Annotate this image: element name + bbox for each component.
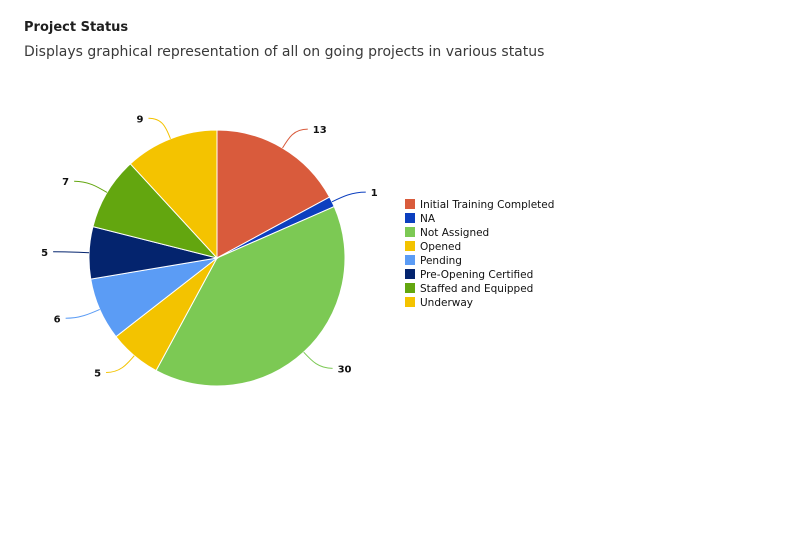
legend-label: Pending [420, 255, 462, 267]
legend-label: Staffed and Equipped [420, 283, 533, 295]
leader-line-staffed-and-equipped [74, 180, 108, 193]
legend-swatch [405, 199, 415, 209]
legend-label: Underway [420, 297, 473, 309]
legend-item-opened[interactable]: Opened [405, 241, 461, 253]
legend-swatch [405, 283, 415, 293]
legend-swatch [405, 213, 415, 223]
page-subtitle: Displays graphical representation of all… [24, 44, 545, 60]
data-label-na: 1 [371, 188, 378, 199]
legend-item-not-assigned[interactable]: Not Assigned [405, 227, 489, 239]
pie-slice-initial-training-completed[interactable] [216, 129, 331, 259]
data-label-opened: 5 [94, 368, 101, 379]
data-label-not-assigned: 30 [338, 364, 352, 375]
leader-line-initial-training-completed [282, 128, 308, 149]
legend-label: Pre-Opening Certified [420, 269, 533, 281]
legend-item-underway[interactable]: Underway [405, 297, 473, 309]
legend-label: Opened [420, 241, 461, 253]
legend-item-pre-opening-certified[interactable]: Pre-Opening Certified [405, 269, 533, 281]
leader-line-not-assigned [303, 351, 333, 369]
leader-line-opened [106, 355, 135, 373]
legend-swatch [405, 227, 415, 237]
pie-slice-underway[interactable] [129, 129, 218, 260]
data-label-underway: 9 [137, 114, 144, 125]
data-label-initial-training-completed: 13 [313, 125, 327, 136]
legend-item-initial-training-completed[interactable]: Initial Training Completed [405, 199, 554, 211]
legend-item-na[interactable]: NA [405, 213, 436, 225]
data-label-pre-opening-certified: 5 [41, 248, 48, 259]
leader-lines [53, 117, 366, 373]
legend-item-pending[interactable]: Pending [405, 255, 462, 267]
leader-line-underway [148, 117, 171, 139]
legend-swatch [405, 269, 415, 279]
legend-label: Not Assigned [420, 227, 489, 239]
legend-swatch [405, 297, 415, 307]
legend-swatch [405, 255, 415, 265]
chart-header: Project Status Displays graphical repres… [24, 18, 544, 62]
leader-line-pre-opening-certified [53, 251, 90, 254]
data-label-staffed-and-equipped: 7 [62, 177, 69, 188]
page-title: Project Status [24, 20, 129, 35]
legend: Initial Training Completed NA Not Assigned… [405, 199, 554, 309]
leader-line-pending [65, 308, 100, 319]
legend-label: Initial Training Completed [420, 199, 554, 211]
data-label-pending: 6 [54, 314, 61, 325]
legend-swatch [405, 241, 415, 251]
data-labels: 13 1 30 5 6 5 7 9 [41, 114, 378, 379]
pie-slices [88, 129, 346, 387]
legend-item-staffed-and-equipped[interactable]: Staffed and Equipped [405, 283, 533, 295]
legend-label: NA [420, 213, 436, 225]
leader-line-na [331, 191, 366, 203]
